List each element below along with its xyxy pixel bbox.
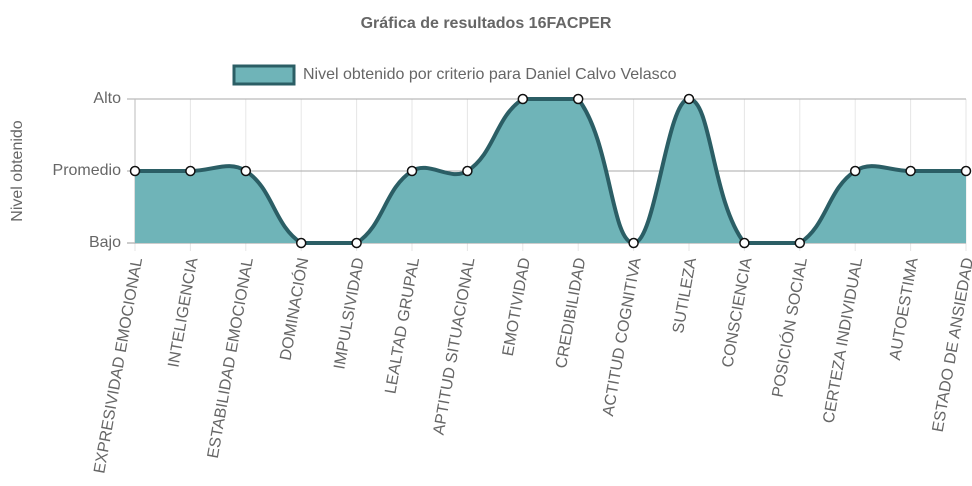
y-tick-label: Alto bbox=[93, 90, 121, 107]
x-tick-label: LEALTAD GRUPAL bbox=[382, 256, 423, 395]
legend-swatch bbox=[232, 64, 296, 86]
point bbox=[739, 237, 750, 249]
x-tick-label: IMPULSIVIDAD bbox=[331, 256, 367, 370]
point bbox=[406, 165, 418, 177]
x-tick-label: CONSCIENCIA bbox=[719, 256, 755, 369]
x-tick-label: INTELIGENCIA bbox=[165, 256, 201, 369]
point bbox=[849, 165, 861, 177]
point bbox=[905, 165, 916, 177]
x-tick-label: AUTOESTIMA bbox=[887, 256, 922, 361]
chart-title: Gráfica de resultados 16FACPER bbox=[361, 15, 612, 32]
point bbox=[240, 165, 252, 177]
x-tick-label: POSICIÓN SOCIAL bbox=[768, 256, 811, 399]
point bbox=[794, 237, 806, 249]
x-tick-label: CERTEZA INDIVIDUAL bbox=[820, 256, 866, 424]
point bbox=[960, 165, 972, 177]
y-tick-label: Bajo bbox=[89, 234, 121, 251]
point bbox=[683, 93, 695, 105]
point bbox=[628, 237, 639, 249]
x-tick-label: ACTITUD COGNITIVA bbox=[600, 256, 645, 417]
point bbox=[462, 165, 473, 177]
point bbox=[572, 93, 584, 105]
x-tick-label: DOMINACIÓN bbox=[276, 256, 313, 362]
point bbox=[351, 237, 362, 249]
x-tick-label: EXPRESIVIDAD EMOCIONAL bbox=[91, 256, 146, 474]
y-tick-label: Promedio bbox=[53, 162, 122, 179]
x-tick-label: ESTABILIDAD EMOCIONAL bbox=[205, 256, 257, 459]
point bbox=[295, 237, 307, 249]
point bbox=[517, 93, 529, 105]
legend-label: Nivel obtenido por criterio para Daniel … bbox=[303, 66, 677, 83]
x-tick-label: APTITUD SITUACIONAL bbox=[431, 256, 479, 436]
area bbox=[135, 99, 966, 243]
x-tick-label: CREDIBILIDAD bbox=[553, 256, 589, 369]
y-axis-label: Nivel obtenido bbox=[9, 120, 26, 222]
x-tick-label: ESTADO DE ANSIEDAD bbox=[930, 256, 972, 433]
point bbox=[129, 165, 141, 177]
x-tick-label: EMOTIVIDAD bbox=[500, 256, 534, 357]
x-tick-label: SUTILEZA bbox=[670, 256, 700, 335]
point bbox=[185, 165, 196, 177]
